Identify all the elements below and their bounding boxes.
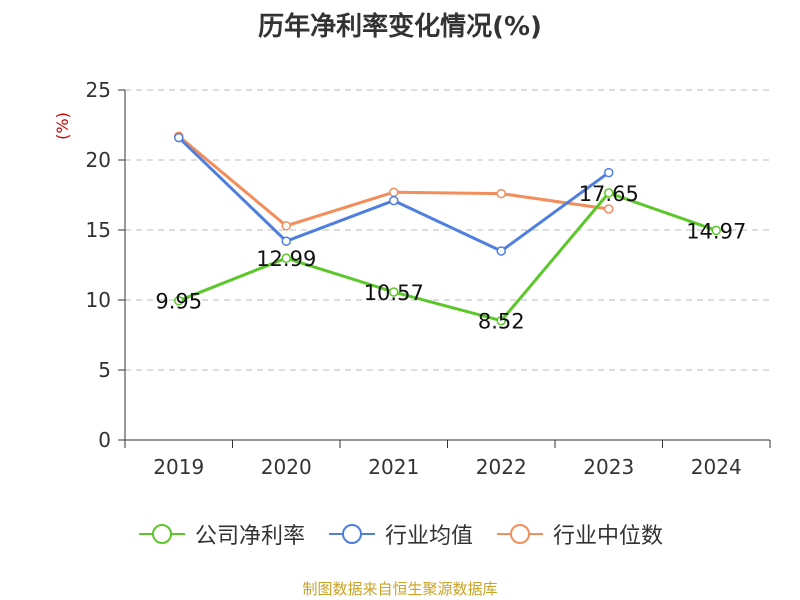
- legend-label: 行业中位数: [553, 524, 664, 549]
- data-point: [711, 225, 721, 236]
- data-point: [496, 315, 506, 326]
- legend-label: 行业均值: [384, 524, 473, 549]
- series-lines: [174, 131, 721, 326]
- data-point: [174, 132, 184, 143]
- y-tick-label: 10: [86, 288, 111, 312]
- legend: 公司净利率 行业均值 行业中位数: [0, 518, 800, 550]
- data-point: [604, 167, 614, 178]
- y-tick-label: 0: [98, 428, 111, 452]
- data-point: [604, 204, 614, 214]
- x-tick-label: 2021: [368, 455, 419, 479]
- axes: 0 5 10 15 20 25 2019 2020 2021 2022 2023 2024: [86, 78, 771, 479]
- grid-lines: [125, 89, 770, 371]
- data-labels: 9.95 12.99 10.57 8.52 17.65 14.97: [155, 182, 746, 334]
- x-tick-label: 2023: [583, 455, 634, 479]
- data-label: 10.57: [364, 281, 424, 305]
- legend-marker-icon: [328, 524, 375, 544]
- x-tick-label: 2020: [261, 455, 312, 479]
- y-axis-unit-label: (%): [53, 112, 72, 140]
- data-source-note: 制图数据来自恒生聚源数据库: [302, 580, 498, 598]
- data-label: 8.52: [478, 310, 525, 334]
- legend-item[interactable]: 行业均值: [327, 518, 473, 550]
- data-point: [389, 195, 399, 206]
- x-tick-label: 2022: [476, 455, 527, 479]
- legend-marker-icon: [497, 524, 543, 544]
- x-tick-label: 2024: [691, 455, 742, 479]
- data-label: 17.65: [579, 182, 639, 206]
- y-tick-label: 20: [86, 148, 111, 172]
- x-tick-label: 2019: [153, 455, 204, 479]
- series-line: [178, 191, 717, 323]
- series-line: [177, 135, 609, 228]
- data-point: [389, 187, 399, 197]
- legend-label: 公司净利率: [194, 524, 305, 549]
- chart-title: 历年净利率变化情况(%): [258, 12, 542, 42]
- y-tick-label: 15: [86, 218, 111, 242]
- data-point: [389, 287, 399, 297]
- y-tick-label: 5: [98, 358, 111, 382]
- data-point: [281, 253, 291, 263]
- data-point: [496, 188, 506, 199]
- data-point: [281, 221, 291, 231]
- data-label: 9.95: [155, 290, 202, 314]
- data-point: [174, 295, 184, 306]
- data-point: [496, 246, 506, 256]
- data-label: 14.97: [686, 219, 746, 243]
- y-tick-label: 25: [86, 78, 111, 102]
- data-point: [281, 236, 291, 246]
- legend-item[interactable]: 公司净利率: [137, 518, 305, 550]
- legend-marker-icon: [138, 524, 185, 544]
- legend-item[interactable]: 行业中位数: [495, 518, 663, 550]
- data-label: 12.99: [256, 247, 316, 271]
- data-point: [604, 188, 614, 198]
